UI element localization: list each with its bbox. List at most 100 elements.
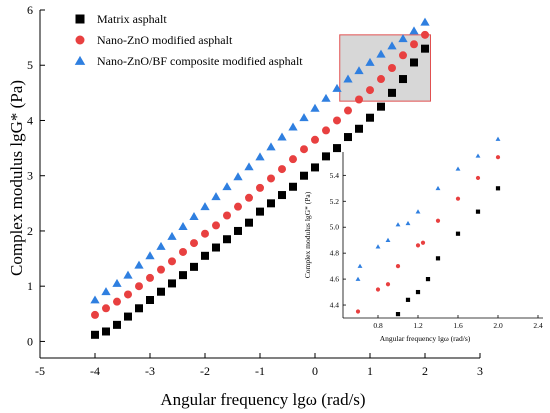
data-point — [146, 273, 154, 282]
data-point — [387, 41, 397, 50]
data-point — [201, 229, 209, 238]
data-point — [255, 152, 265, 161]
y-axis-title: Complex modulus lgG* (Pa) — [7, 80, 26, 276]
inset-x-tick-label: 0.8 — [373, 321, 383, 330]
inset-data-point — [405, 297, 411, 302]
inset-data-point — [375, 287, 381, 292]
data-point — [333, 144, 341, 153]
data-point — [289, 182, 297, 191]
data-point — [135, 282, 143, 291]
data-point — [344, 106, 352, 115]
inset-data-point — [357, 263, 363, 268]
y-tick-label: 5 — [27, 58, 33, 72]
y-tick-label: 4 — [27, 113, 33, 127]
inset-data-point — [495, 186, 501, 191]
data-point — [299, 113, 309, 122]
inset-x-tick-label: 2.0 — [493, 321, 503, 330]
data-point — [278, 165, 286, 174]
data-point — [355, 95, 363, 104]
data-point — [212, 243, 220, 252]
data-point — [190, 262, 198, 271]
data-point — [409, 26, 419, 35]
data-point — [211, 192, 221, 201]
data-point — [366, 86, 374, 95]
data-point — [113, 320, 121, 329]
data-point — [388, 64, 396, 72]
inset-data-point — [495, 155, 501, 160]
data-point — [388, 88, 396, 97]
data-point — [212, 221, 220, 230]
x-tick-label: -3 — [145, 364, 155, 378]
inset-data-point — [355, 309, 361, 314]
data-point — [201, 251, 209, 260]
data-point — [245, 193, 253, 202]
data-point — [310, 103, 320, 112]
y-tick-label: 0 — [27, 334, 33, 348]
data-point — [322, 152, 330, 161]
inset-data-point — [415, 243, 421, 248]
data-point — [113, 297, 121, 306]
inset-data-point — [405, 220, 411, 226]
data-point — [168, 279, 176, 288]
data-point — [410, 58, 418, 67]
data-point — [289, 155, 297, 164]
inset-series-circle — [355, 155, 501, 314]
inset-data-point — [395, 222, 401, 227]
x-tick-label: 0 — [312, 364, 318, 378]
data-point — [234, 226, 242, 235]
inset-data-point — [420, 240, 426, 245]
inset-data-point — [435, 185, 441, 191]
data-point — [410, 40, 418, 49]
inset-data-point — [395, 312, 401, 317]
data-point — [376, 49, 386, 58]
inset-x-tick-label: 1.2 — [413, 321, 423, 330]
data-point — [234, 202, 242, 211]
data-point — [399, 51, 407, 60]
series-square — [91, 44, 429, 339]
data-point — [168, 257, 176, 266]
inset-data-point — [495, 136, 501, 141]
legend-label: Matrix asphalt — [97, 12, 167, 26]
data-point — [321, 93, 331, 102]
inset-y-tick-label: 4.6 — [330, 275, 340, 284]
data-point — [322, 126, 330, 135]
data-point — [355, 124, 363, 133]
data-point — [167, 231, 177, 240]
data-point — [256, 207, 264, 216]
legend: Matrix asphalt Nano-ZnO modified asphalt N… — [74, 12, 303, 68]
data-point — [245, 218, 253, 227]
x-tick-label: -2 — [200, 364, 210, 378]
data-point — [146, 296, 154, 304]
data-point — [244, 162, 254, 171]
inset-y-tick-label: 5.2 — [330, 197, 340, 206]
data-point — [200, 202, 210, 211]
x-tick-label: 1 — [367, 364, 373, 378]
inset-data-point — [455, 231, 461, 236]
data-point — [190, 239, 198, 248]
y-tick-label: 3 — [27, 169, 33, 183]
series-triangle — [90, 17, 430, 304]
inset-x-tick-label: 2.4 — [533, 321, 543, 330]
data-point — [157, 265, 165, 274]
inset-y-axis-title: Complex modulus lgG* (Pa) — [303, 191, 312, 278]
data-point — [343, 74, 353, 83]
data-point — [223, 235, 231, 244]
inset-data-point — [455, 196, 461, 201]
inset-data-point — [425, 276, 431, 282]
data-point — [333, 116, 341, 125]
data-point — [366, 113, 374, 122]
data-point — [311, 135, 319, 144]
x-axis-title: Angular frequency lgω (rad/s) — [160, 390, 365, 409]
inset-x-tick-label: 1.6 — [453, 321, 463, 330]
x-tick-label: -5 — [35, 364, 45, 378]
data-point — [398, 34, 408, 43]
data-point — [179, 271, 187, 280]
x-tick-label: -4 — [90, 364, 100, 378]
data-point — [145, 251, 155, 260]
inset-data-point — [355, 276, 361, 281]
data-point — [156, 241, 166, 250]
inset-y-tick-label: 5.4 — [330, 171, 340, 180]
data-point — [91, 310, 99, 319]
data-point — [332, 83, 342, 92]
data-point — [112, 278, 122, 287]
